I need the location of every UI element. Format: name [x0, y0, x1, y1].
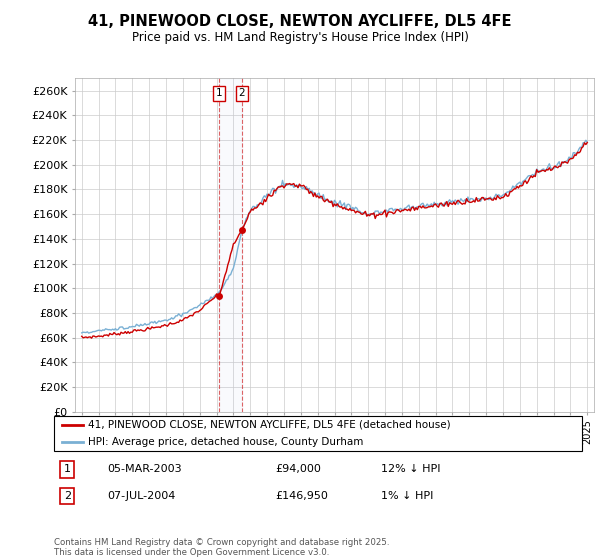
Bar [220, 78, 242, 412]
Text: Contains HM Land Registry data © Crown copyright and database right 2025.
This d: Contains HM Land Registry data © Crown c… [54, 538, 389, 557]
Text: HPI: Average price, detached house, County Durham: HPI: Average price, detached house, Coun… [88, 437, 364, 447]
Text: 41, PINEWOOD CLOSE, NEWTON AYCLIFFE, DL5 4FE: 41, PINEWOOD CLOSE, NEWTON AYCLIFFE, DL5… [88, 14, 512, 29]
Text: 2: 2 [239, 88, 245, 98]
Text: 1: 1 [64, 464, 71, 474]
Text: £146,950: £146,950 [276, 491, 329, 501]
Text: Price paid vs. HM Land Registry's House Price Index (HPI): Price paid vs. HM Land Registry's House … [131, 31, 469, 44]
FancyBboxPatch shape [54, 416, 582, 451]
Text: 12% ↓ HPI: 12% ↓ HPI [382, 464, 441, 474]
Text: 41, PINEWOOD CLOSE, NEWTON AYCLIFFE, DL5 4FE (detached house): 41, PINEWOOD CLOSE, NEWTON AYCLIFFE, DL5… [88, 420, 451, 430]
Text: 07-JUL-2004: 07-JUL-2004 [107, 491, 175, 501]
Text: 1% ↓ HPI: 1% ↓ HPI [382, 491, 434, 501]
Text: £94,000: £94,000 [276, 464, 322, 474]
Text: 2: 2 [64, 491, 71, 501]
Text: 05-MAR-2003: 05-MAR-2003 [107, 464, 181, 474]
Text: 1: 1 [216, 88, 223, 98]
